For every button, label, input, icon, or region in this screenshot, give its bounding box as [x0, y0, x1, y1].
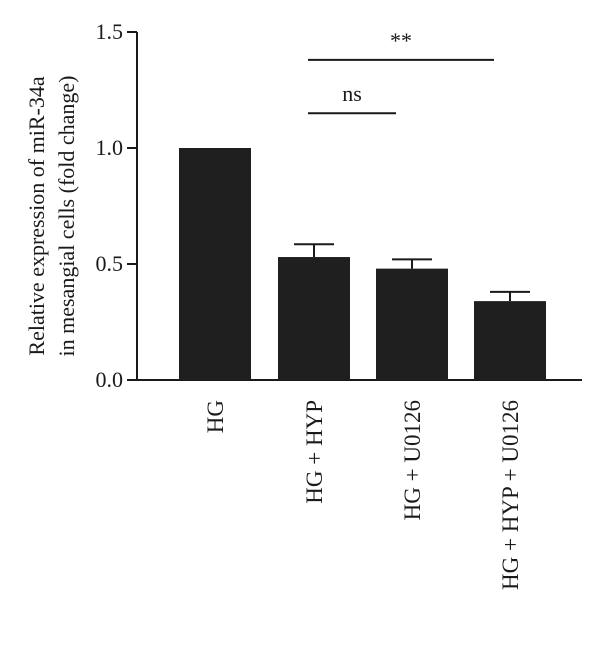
- x-tick-label: HG + HYP + U0126: [498, 400, 523, 590]
- y-axis: 0.0 0.5 1.0 1.5: [96, 19, 138, 392]
- y-axis-label-group: Relative expression of miR-34a in mesangi…: [24, 75, 79, 356]
- y-axis-label: in mesangial cells (fold change): [54, 75, 79, 356]
- x-tick-label: HG + U0126: [400, 400, 425, 520]
- y-tick-label: 1.0: [96, 135, 124, 160]
- significance-label: ns: [342, 81, 362, 106]
- y-tick-label: 0.5: [96, 251, 124, 276]
- x-tick-label: HG + HYP: [302, 400, 327, 504]
- bar: [278, 257, 350, 380]
- significance-label: **: [390, 28, 412, 53]
- significance-annotations: ns **: [308, 28, 494, 115]
- x-tick-label: HG: [203, 400, 228, 433]
- bar: [179, 148, 251, 380]
- y-tick-label: 1.5: [96, 19, 124, 44]
- bars: [179, 148, 546, 380]
- y-axis-label: Relative expression of miR-34a: [24, 76, 49, 355]
- x-tick-labels: HG HG + HYP HG + U0126 HG + HYP + U0126: [203, 400, 523, 590]
- error-bars: [294, 243, 530, 302]
- bar: [474, 301, 546, 380]
- y-tick-label: 0.0: [96, 367, 124, 392]
- bar: [376, 268, 448, 380]
